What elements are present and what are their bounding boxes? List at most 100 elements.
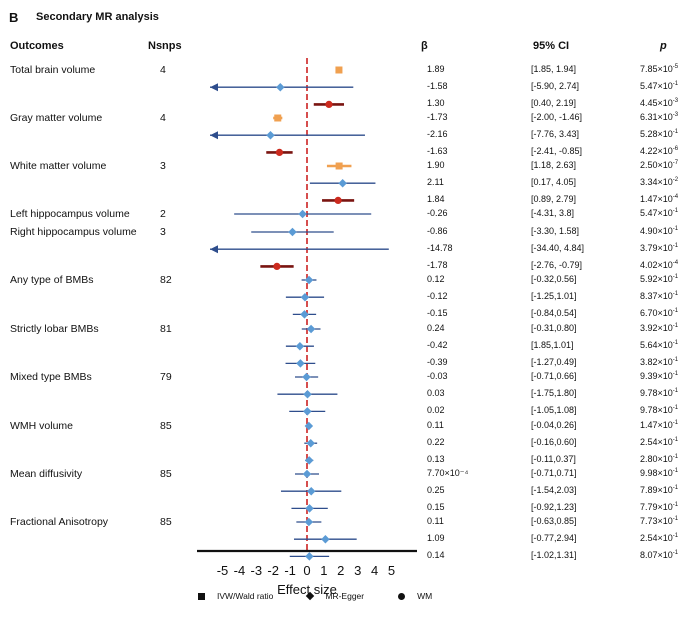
- beta-value: -14.78: [427, 243, 453, 254]
- p-value-exponent: -1: [672, 243, 679, 250]
- x-tick-label: -4: [234, 563, 246, 578]
- point-estimate-diamond: [303, 407, 312, 416]
- outcome-label: WMH volume: [10, 420, 74, 432]
- p-value-base: 2.80×10: [640, 454, 673, 465]
- p-value-exponent: -1: [672, 371, 679, 377]
- nsnps-value: 82: [160, 274, 172, 286]
- ci-value: [0.40, 2.19]: [531, 98, 577, 109]
- p-value-base: 7.79×10: [640, 502, 673, 513]
- panel-title: Secondary MR analysis: [36, 11, 159, 23]
- p-value: 2.80×10-1: [640, 454, 678, 464]
- nsnps-value: 4: [160, 112, 166, 124]
- ci-value: [-0.77,2.94]: [531, 533, 577, 544]
- point-estimate-diamond: [304, 421, 314, 431]
- nsnps-value: 79: [160, 371, 172, 383]
- p-value-exponent: -1: [672, 340, 679, 347]
- ci-value: [-1.25,1.01]: [531, 291, 577, 302]
- point-estimate-square: [335, 66, 343, 74]
- beta-value: 0.22: [427, 437, 445, 448]
- ci-value: [1.85, 1.94]: [531, 64, 577, 74]
- ci-value: [1.85,1.01]: [531, 340, 574, 351]
- outcome-label: Left hippocampus volume: [10, 208, 130, 220]
- point-estimate-diamond: [300, 292, 310, 302]
- point-estimate-diamond: [296, 359, 305, 368]
- p-value-base: 5.92×10: [640, 274, 673, 284]
- p-value-base: 4.02×10: [640, 260, 673, 271]
- p-value: 2.50×10-7: [640, 160, 678, 170]
- x-tick-label: -1: [284, 563, 296, 578]
- beta-value: 1.30: [427, 98, 445, 109]
- nsnps-value: 4: [160, 64, 166, 76]
- p-value-exponent: -1: [672, 454, 679, 461]
- beta-value: 0.25: [427, 485, 445, 496]
- point-estimate-diamond: [305, 552, 314, 561]
- p-value-exponent: -1: [672, 550, 679, 557]
- ci-arrow-left: [210, 131, 218, 140]
- x-tick-label: 5: [388, 563, 395, 578]
- point-estimate-diamond: [304, 456, 314, 465]
- point-estimate-diamond: [306, 438, 315, 448]
- legend-label-ivw: IVW/Wald ratio: [217, 591, 274, 601]
- legend-item-egger: MR-Egger: [306, 591, 365, 601]
- point-estimate-diamond: [302, 372, 311, 382]
- beta-value: 1.90: [427, 160, 445, 170]
- p-value: 1.47×10-4: [640, 194, 678, 204]
- p-value: 9.78×10-1: [640, 388, 678, 398]
- point-estimate-diamond: [276, 82, 285, 92]
- header-p: p: [660, 40, 667, 52]
- p-value-base: 1.47×10: [640, 420, 673, 430]
- p-value-exponent: -3: [672, 112, 679, 118]
- point-estimate-diamond: [304, 275, 314, 285]
- point-estimate-diamond: [338, 178, 347, 188]
- point-estimate-circle: [334, 196, 342, 204]
- p-value: 7.73×10-1: [640, 516, 678, 526]
- p-value: 2.54×10-1: [640, 437, 678, 447]
- beta-value: -0.15: [427, 308, 448, 319]
- x-tick-label: 3: [354, 563, 361, 578]
- point-estimate-diamond: [302, 469, 312, 479]
- ci-value: [-0.32,0.56]: [531, 274, 577, 284]
- outcome-label: Total brain volume: [10, 64, 96, 76]
- point-estimate-diamond: [321, 534, 330, 544]
- p-value: 9.98×10-1: [640, 468, 678, 478]
- p-value-base: 3.92×10: [640, 323, 673, 333]
- x-tick-label: 1: [320, 563, 327, 578]
- header-ci: 95% CI: [533, 40, 570, 52]
- p-value-base: 7.73×10: [640, 516, 673, 526]
- x-tick-label: 2: [337, 563, 344, 578]
- legend: IVW/Wald ratio MR-Egger WM: [198, 591, 466, 601]
- beta-value: 0.11: [427, 516, 444, 526]
- p-value-base: 4.22×10: [640, 146, 673, 157]
- p-value-base: 3.82×10: [640, 357, 673, 368]
- point-estimate-diamond: [304, 517, 314, 527]
- ci-value: [-0.31,0.80]: [531, 323, 577, 333]
- legend-label-egger: MR-Egger: [325, 591, 365, 601]
- p-value-exponent: -1: [672, 502, 679, 509]
- beta-value: 1.84: [427, 194, 445, 205]
- diamond-icon: [306, 591, 315, 601]
- ci-value: [-1.05,1.08]: [531, 405, 577, 416]
- ci-value: [-0.71,0.71]: [531, 468, 577, 478]
- beta-value: 0.11: [427, 420, 444, 430]
- nsnps-value: 81: [160, 323, 172, 335]
- ci-value: [-0.63,0.85]: [531, 516, 577, 526]
- p-value-base: 3.34×10: [640, 177, 673, 188]
- beta-value: -1.58: [427, 81, 448, 92]
- p-value: 1.47×10-1: [640, 420, 678, 430]
- p-value-base: 4.45×10: [640, 98, 673, 109]
- beta-value: 1.89: [427, 64, 445, 74]
- ci-value: [1.18, 2.63]: [531, 160, 577, 170]
- point-estimate-square: [274, 114, 282, 122]
- nsnps-value: 2: [160, 208, 166, 220]
- p-value-base: 1.47×10: [640, 194, 673, 205]
- point-estimate-circle: [275, 148, 284, 156]
- p-value: 8.37×10-1: [640, 291, 678, 301]
- point-estimate-diamond: [266, 130, 275, 140]
- ci-value: [-0.04,0.26]: [531, 420, 577, 430]
- p-value-base: 5.47×10: [640, 208, 673, 218]
- p-value-exponent: -2: [672, 177, 679, 184]
- p-value: 2.54×10-1: [640, 533, 678, 543]
- p-value-exponent: -1: [672, 516, 679, 522]
- p-value-base: 2.54×10: [640, 437, 673, 448]
- beta-value: 0.13: [427, 454, 445, 465]
